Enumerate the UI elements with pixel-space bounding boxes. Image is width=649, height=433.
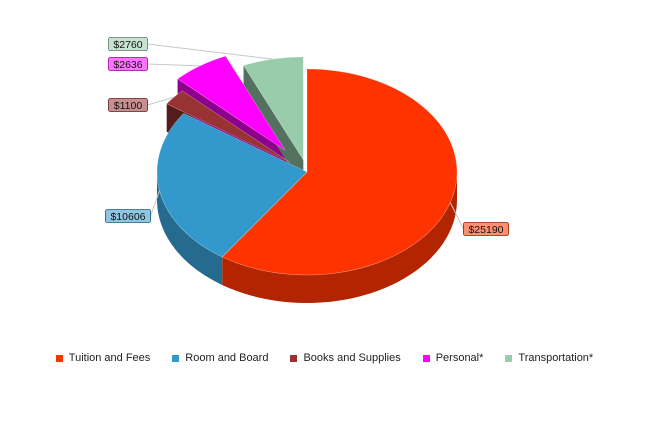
legend-label-room-board: Room and Board bbox=[185, 352, 269, 364]
data-label-box-transportation bbox=[108, 37, 148, 51]
data-label-box-books bbox=[108, 98, 148, 112]
legend-item-tuition[interactable]: Tuition and Fees bbox=[55, 352, 151, 364]
pie-slice-transportation[interactable] bbox=[243, 56, 304, 161]
data-label-personal: $2636 bbox=[113, 59, 142, 71]
legend-swatch-room-board bbox=[172, 354, 180, 362]
data-label-transportation: $2760 bbox=[113, 39, 142, 51]
pie-slice-wall-transportation-0 bbox=[243, 65, 304, 188]
pie-slice-side-room-board bbox=[157, 172, 223, 285]
callout-line-room-board bbox=[150, 190, 160, 217]
legend-label-transportation: Transportation* bbox=[518, 352, 594, 364]
legend-swatch-personal bbox=[422, 354, 430, 362]
legend-item-room-board[interactable]: Room and Board bbox=[172, 352, 268, 364]
legend-item-transportation[interactable]: Transportation* bbox=[505, 352, 593, 364]
legend-label-personal: Personal* bbox=[435, 352, 484, 364]
legend-swatch-books bbox=[290, 354, 298, 362]
legend-label-books: Books and Supplies bbox=[303, 352, 401, 364]
pie-chart: $25190 $10606 $1100 $2636 $2760 bbox=[105, 37, 509, 303]
data-label-box-tuition bbox=[462, 222, 509, 236]
legend-item-personal[interactable]: Personal* bbox=[422, 352, 484, 364]
data-label-room-board: $10606 bbox=[110, 211, 145, 223]
callout-line-tuition bbox=[449, 202, 464, 230]
data-label-box-personal bbox=[108, 57, 148, 71]
pie-slice-personal[interactable] bbox=[177, 55, 286, 151]
data-label-books: $1100 bbox=[114, 100, 143, 112]
data-label-box-room-board bbox=[105, 209, 152, 223]
data-label-tuition: $25190 bbox=[468, 224, 503, 236]
pie-slice-tuition[interactable] bbox=[221, 68, 458, 276]
callout-line-books bbox=[147, 96, 175, 106]
callout-line-personal bbox=[147, 63, 200, 67]
pie-slice-room-board[interactable] bbox=[156, 112, 308, 258]
chart-legend: Tuition and Fees Room and Board Books an… bbox=[0, 352, 649, 364]
legend-swatch-tuition bbox=[55, 354, 63, 362]
legend-item-books[interactable]: Books and Supplies bbox=[290, 352, 401, 364]
pie-slice-side-tuition bbox=[222, 172, 457, 303]
legend-label-tuition: Tuition and Fees bbox=[68, 352, 151, 364]
callout-line-transportation bbox=[147, 43, 273, 60]
legend-swatch-transportation bbox=[505, 354, 513, 362]
